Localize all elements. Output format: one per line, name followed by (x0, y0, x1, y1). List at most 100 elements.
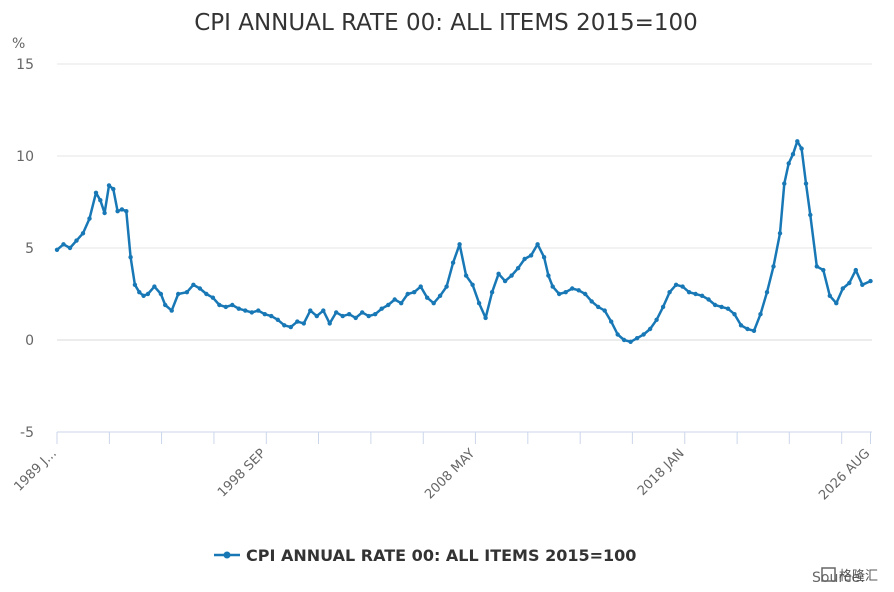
data-point (535, 242, 540, 247)
data-point (93, 190, 99, 195)
data-point (347, 312, 352, 317)
y-axis-ticks: -5 0 5 10 15 (16, 57, 34, 441)
data-point (327, 321, 332, 326)
legend[interactable]: CPI ANNUAL RATE 00: ALL ITEMS 2015=100 (214, 546, 636, 565)
data-point (262, 312, 267, 317)
y-tick-label: 10 (16, 149, 34, 165)
data-point (197, 286, 203, 291)
data-point (706, 297, 711, 302)
y-tick-label: 15 (16, 57, 34, 73)
data-point (191, 282, 196, 287)
y-axis-unit-label: % (12, 36, 25, 52)
data-point (470, 282, 475, 287)
data-point (641, 332, 646, 337)
x-tick-label: 2018 JAN (635, 446, 688, 499)
data-point (119, 207, 125, 212)
data-point (699, 293, 705, 298)
data-point (275, 317, 280, 322)
data-point (673, 282, 679, 287)
data-point (418, 284, 423, 289)
data-point (814, 264, 819, 269)
data-point (204, 291, 209, 297)
source-label: Source: (812, 570, 865, 586)
data-point (847, 280, 852, 286)
data-point (860, 282, 865, 287)
data-point (782, 181, 787, 186)
data-point (634, 336, 640, 341)
data-point (790, 152, 796, 157)
data-point (834, 301, 839, 306)
data-point (392, 297, 397, 302)
data-point (163, 302, 168, 308)
data-point (145, 291, 151, 297)
data-point (609, 319, 614, 324)
x-tick-label: 2008 MAY (422, 446, 478, 502)
data-point (128, 255, 133, 260)
data-point (660, 304, 666, 310)
data-point (771, 264, 776, 269)
data-point (54, 247, 60, 252)
y-tick-label: 5 (25, 241, 34, 257)
data-point (808, 212, 813, 218)
data-point (67, 245, 73, 251)
data-point (386, 302, 391, 308)
data-point (308, 308, 313, 313)
watermark-text: 格隆汇 (839, 568, 878, 584)
series-layer (54, 139, 873, 344)
data-point (496, 271, 501, 276)
data-point (223, 304, 228, 310)
x-tick-label: 1998 SEP (215, 446, 269, 500)
data-point (550, 284, 555, 289)
data-point (288, 324, 293, 330)
data-point (528, 253, 534, 258)
data-point (596, 304, 601, 310)
data-point (853, 267, 858, 273)
data-point (621, 337, 627, 343)
data-point (366, 313, 371, 319)
data-point (563, 290, 568, 295)
data-point (340, 313, 345, 319)
x-axis-tick-marks (56, 432, 871, 444)
data-point (249, 310, 254, 315)
x-tick-label: 1989 J... (11, 446, 59, 494)
data-point (61, 242, 66, 247)
x-tick-label: 2026 AUG (816, 446, 873, 503)
data-point (87, 216, 92, 221)
data-point (450, 260, 456, 265)
data-point (353, 315, 358, 321)
data-point (868, 278, 873, 284)
grid-lines (57, 63, 872, 341)
data-point (719, 304, 724, 310)
data-point (399, 301, 404, 306)
x-axis-tick-labels: 1989 J... 1998 SEP 2008 MAY 2018 JAN 2026 AU… (11, 446, 873, 503)
data-point (152, 284, 157, 289)
data-point (321, 308, 326, 313)
data-point (124, 209, 129, 214)
data-point (680, 284, 685, 289)
data-point (282, 323, 287, 328)
data-point (515, 266, 521, 271)
data-point (557, 291, 562, 297)
data-point (98, 198, 103, 203)
data-point (217, 302, 222, 308)
data-point (236, 306, 241, 311)
data-point (115, 209, 120, 214)
data-point (437, 293, 443, 298)
watermark-logo: 格隆汇 (821, 567, 878, 584)
data-point (373, 312, 378, 317)
data-point (509, 273, 514, 278)
data-point (576, 288, 581, 293)
data-point (431, 301, 436, 306)
data-point (799, 146, 804, 151)
data-point (74, 238, 79, 243)
data-point (803, 181, 809, 186)
data-point (483, 315, 488, 321)
data-point (476, 301, 482, 306)
data-point (405, 291, 410, 297)
data-point (230, 302, 235, 308)
legend-label: CPI ANNUAL RATE 00: ALL ITEMS 2015=100 (246, 546, 636, 565)
data-point (745, 326, 750, 332)
data-point (379, 306, 384, 311)
data-point (176, 291, 181, 297)
